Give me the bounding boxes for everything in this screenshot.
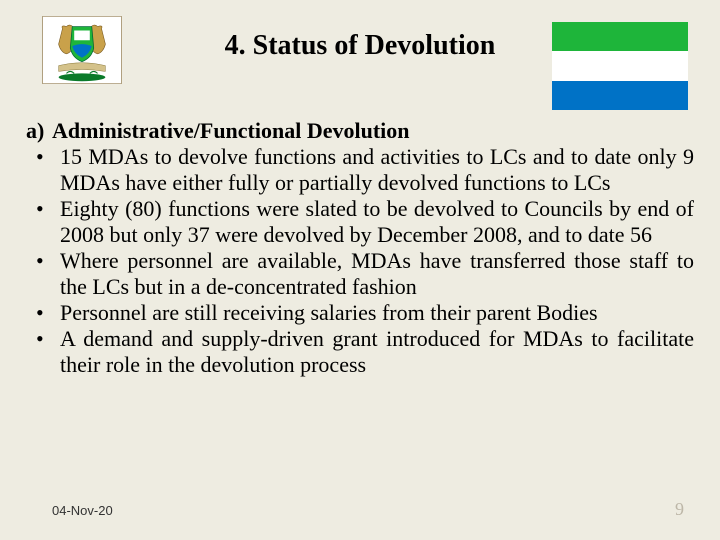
bullet-text: A demand and supply-driven grant introdu… [60,326,694,377]
flag-stripe-bottom [552,81,688,110]
bullet-list: 15 MDAs to devolve functions and activit… [26,144,694,378]
bullet-text: Where personnel are available, MDAs have… [60,248,694,299]
list-item: A demand and supply-driven grant introdu… [26,326,694,378]
section-heading-text: Administrative/Functional Devolution [52,118,410,143]
list-item: Eighty (80) functions were slated to be … [26,196,694,248]
section-heading: a)Administrative/Functional Devolution [26,118,694,144]
bullet-text: Eighty (80) functions were slated to be … [60,196,694,247]
list-item: Personnel are still receiving salaries f… [26,300,694,326]
footer-page-number: 9 [675,499,684,520]
slide-content: a)Administrative/Functional Devolution 1… [26,118,694,378]
slide-title: 4. Status of Devolution [0,30,720,62]
bullet-text: 15 MDAs to devolve functions and activit… [60,144,694,195]
list-item: Where personnel are available, MDAs have… [26,248,694,300]
footer-date: 04-Nov-20 [52,503,113,518]
section-marker: a) [26,118,52,144]
slide: 4. Status of Devolution a)Administrative… [0,0,720,540]
bullet-text: Personnel are still receiving salaries f… [60,300,598,325]
list-item: 15 MDAs to devolve functions and activit… [26,144,694,196]
